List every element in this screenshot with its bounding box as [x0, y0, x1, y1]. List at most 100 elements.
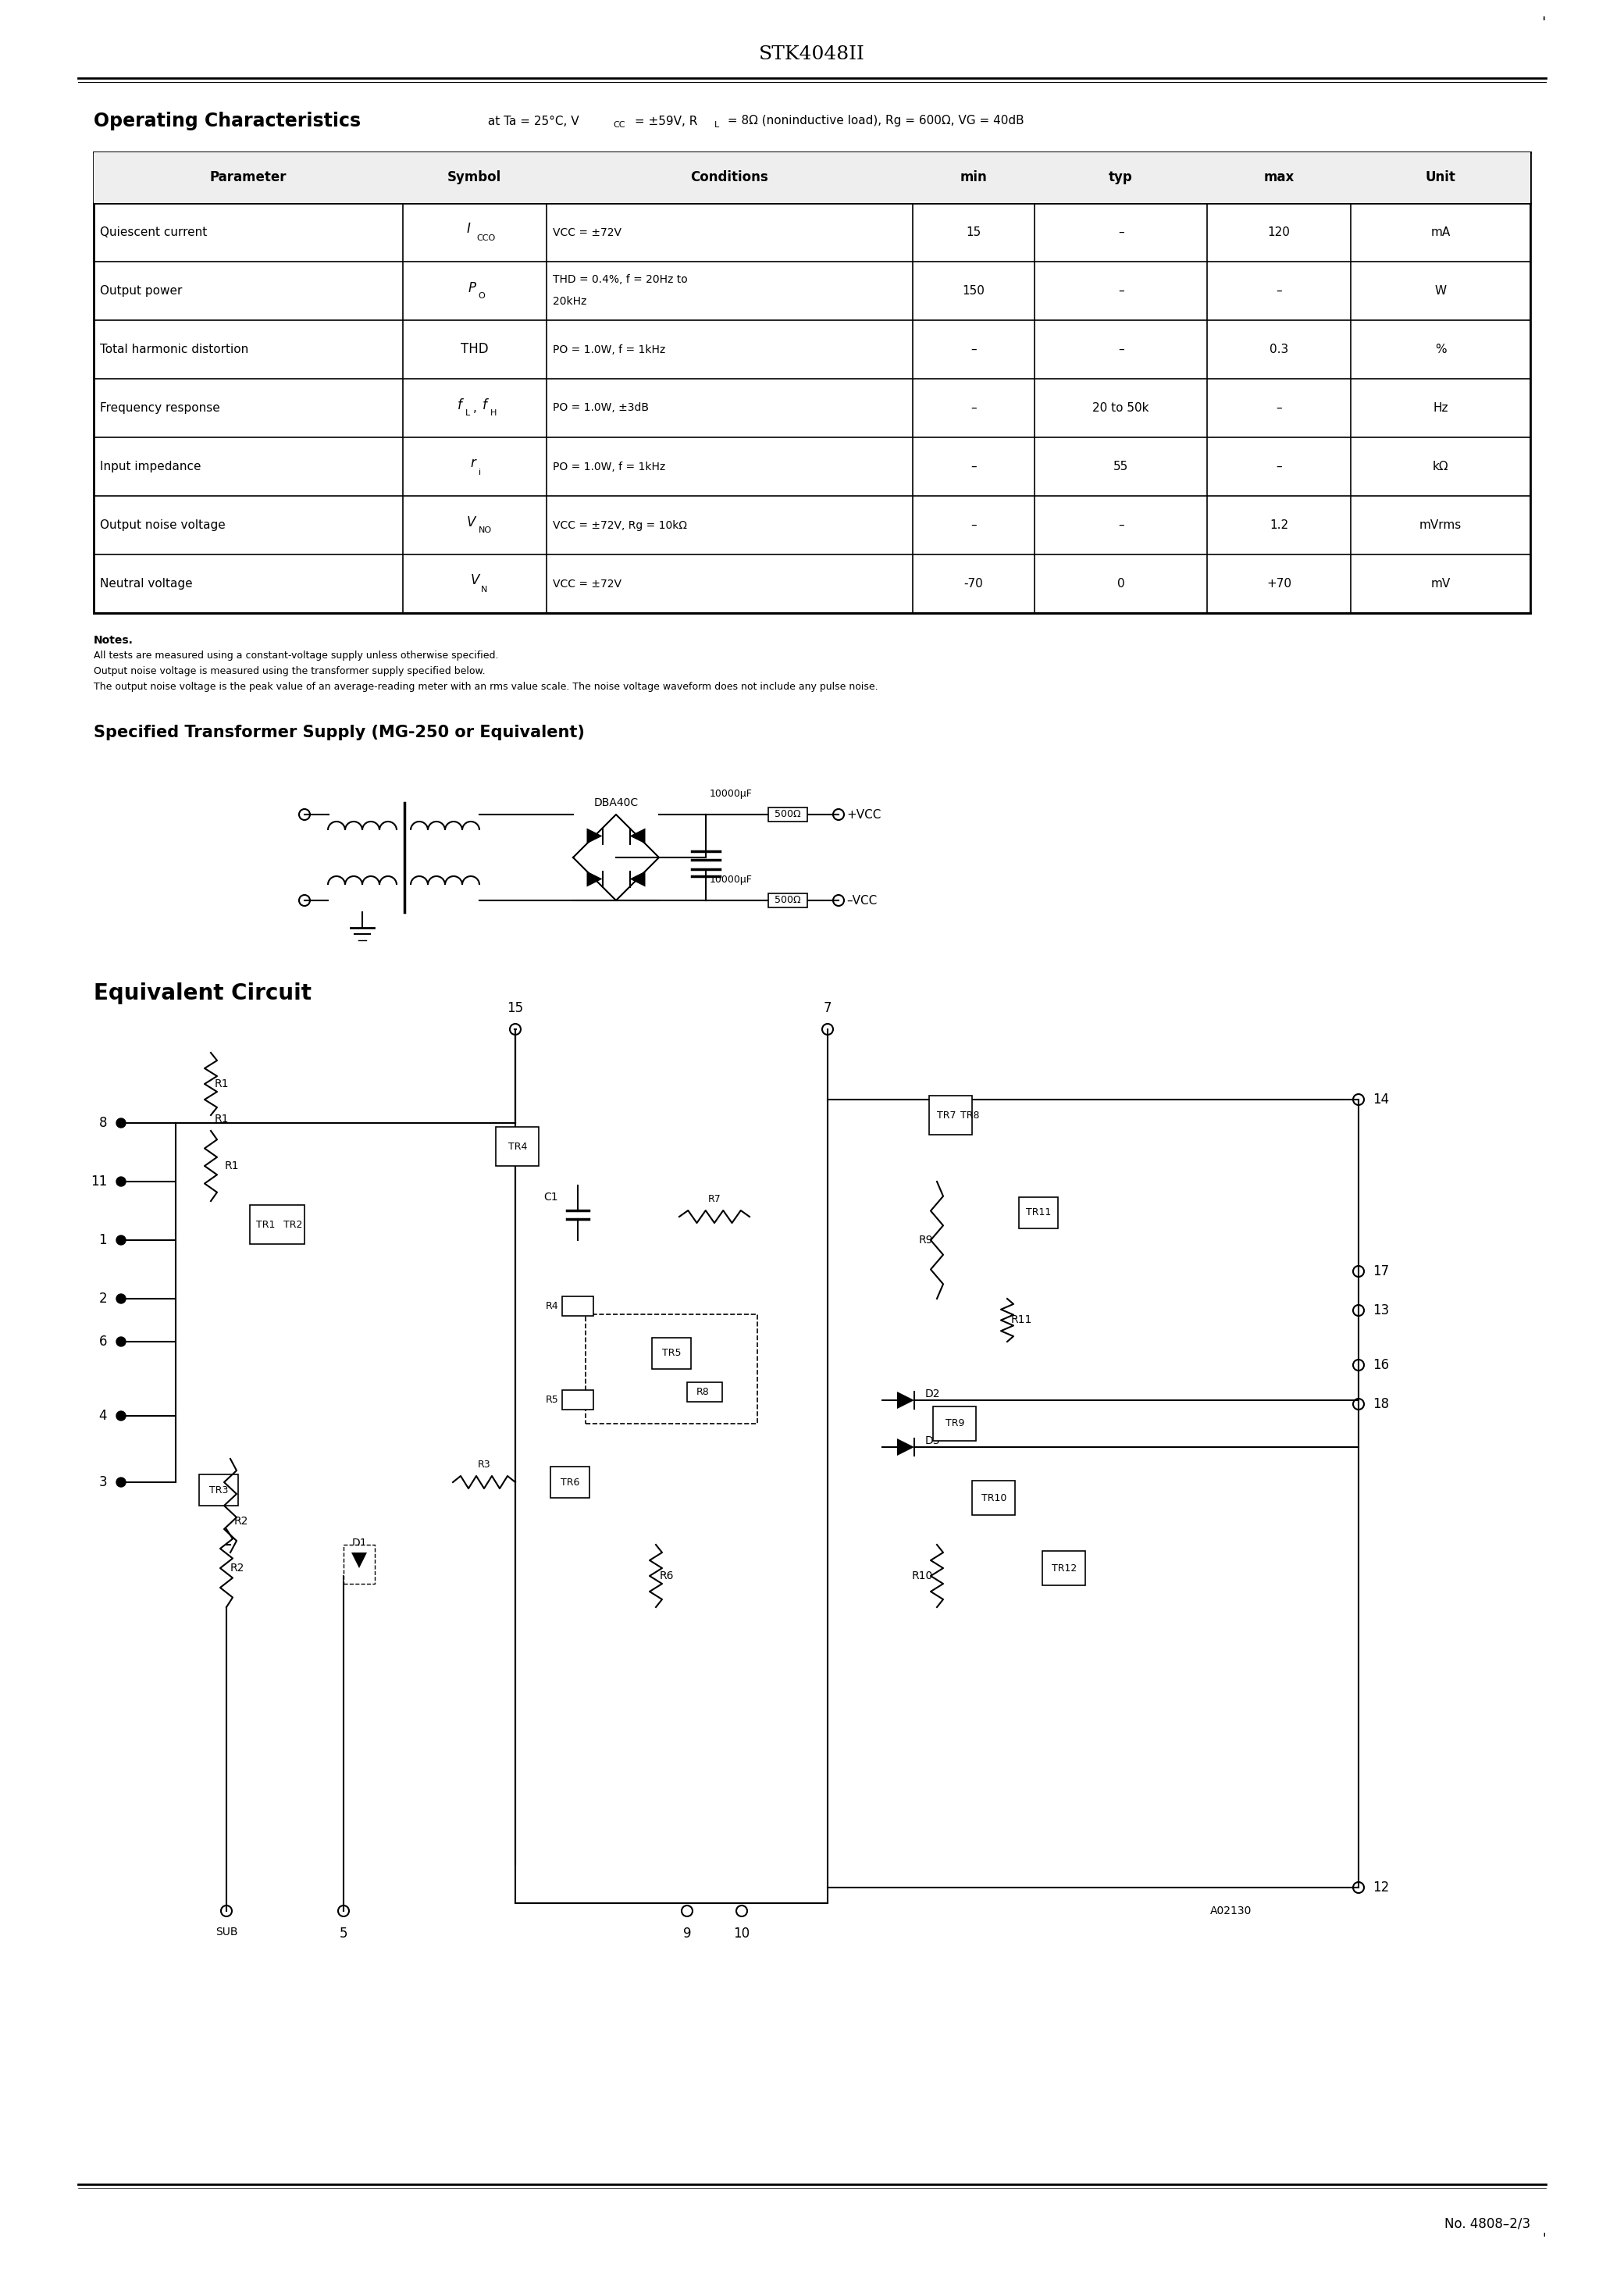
- Text: typ: typ: [1109, 171, 1134, 185]
- Text: VCC = ±72V: VCC = ±72V: [552, 228, 620, 237]
- Text: CCO: CCO: [477, 235, 495, 241]
- Text: R6: R6: [659, 1570, 674, 1581]
- Text: 9: 9: [684, 1927, 692, 1941]
- Circle shape: [117, 1337, 125, 1346]
- Text: N: N: [481, 585, 487, 592]
- Text: 14: 14: [1372, 1093, 1389, 1107]
- Bar: [495, 1128, 539, 1166]
- Text: min: min: [960, 171, 987, 185]
- Text: f: f: [458, 399, 461, 412]
- Polygon shape: [586, 870, 603, 886]
- Text: Quiescent current: Quiescent current: [101, 226, 208, 239]
- Text: 10000μF: 10000μF: [710, 788, 752, 800]
- Bar: [651, 1337, 690, 1369]
- Text: 20kHz: 20kHz: [552, 296, 586, 308]
- Text: = ±59V, R: = ±59V, R: [630, 116, 698, 128]
- Text: –: –: [1117, 519, 1124, 531]
- Text: R1: R1: [224, 1160, 239, 1171]
- Text: Output noise voltage: Output noise voltage: [101, 519, 226, 531]
- Bar: [94, 153, 1530, 613]
- Text: –: –: [1117, 285, 1124, 296]
- Text: kΩ: kΩ: [1432, 460, 1449, 472]
- Text: NO: NO: [479, 526, 492, 535]
- Text: THD: THD: [461, 342, 489, 355]
- Polygon shape: [630, 870, 645, 886]
- Bar: [687, 1383, 723, 1401]
- Text: Parameter: Parameter: [209, 171, 286, 185]
- Text: No. 4808–2/3: No. 4808–2/3: [1444, 2216, 1530, 2230]
- Text: –: –: [971, 403, 976, 415]
- Text: 20 to 50k: 20 to 50k: [1093, 403, 1150, 415]
- Bar: [1018, 1198, 1057, 1228]
- Text: A02130: A02130: [1210, 1904, 1252, 1916]
- Text: VCC = ±72V, Rg = 10kΩ: VCC = ±72V, Rg = 10kΩ: [552, 519, 687, 531]
- Circle shape: [117, 1235, 125, 1244]
- Text: Output power: Output power: [101, 285, 182, 296]
- Text: TR11: TR11: [1026, 1207, 1051, 1219]
- Text: f: f: [482, 399, 487, 412]
- Text: STK4048II: STK4048II: [758, 46, 866, 64]
- Bar: [250, 1205, 305, 1244]
- Bar: [562, 1296, 593, 1317]
- Text: R2: R2: [231, 1563, 245, 1574]
- Text: H: H: [490, 410, 497, 417]
- Bar: [1043, 1551, 1085, 1585]
- Text: VCC = ±72V: VCC = ±72V: [552, 579, 620, 590]
- Text: R1: R1: [214, 1077, 229, 1089]
- Text: Output noise voltage is measured using the transformer supply specified below.: Output noise voltage is measured using t…: [94, 665, 486, 677]
- Text: mV: mV: [1431, 579, 1450, 590]
- Text: 10000μF: 10000μF: [710, 875, 752, 884]
- Text: Symbol: Symbol: [447, 171, 502, 185]
- Text: 55: 55: [1114, 460, 1129, 472]
- Text: ,: ,: [473, 403, 481, 415]
- Text: 12: 12: [1372, 1882, 1389, 1895]
- Polygon shape: [896, 1392, 914, 1408]
- Text: R8: R8: [697, 1387, 710, 1396]
- Text: 150: 150: [963, 285, 984, 296]
- Text: D2: D2: [926, 1390, 940, 1399]
- Text: R2: R2: [234, 1515, 248, 1526]
- Text: 11: 11: [91, 1175, 107, 1189]
- Text: 18: 18: [1372, 1396, 1389, 1410]
- Text: C1: C1: [544, 1191, 559, 1203]
- Text: R3: R3: [477, 1460, 490, 1469]
- Text: +VCC: +VCC: [846, 809, 880, 820]
- Text: –: –: [971, 344, 976, 355]
- Text: 8: 8: [99, 1116, 107, 1130]
- Bar: [768, 806, 807, 822]
- Text: –: –: [1276, 403, 1281, 415]
- Text: 5: 5: [339, 1927, 348, 1941]
- Text: Operating Characteristics: Operating Characteristics: [94, 112, 361, 130]
- Text: DBA40C: DBA40C: [594, 797, 638, 809]
- Polygon shape: [630, 829, 645, 843]
- Text: PO = 1.0W, f = 1kHz: PO = 1.0W, f = 1kHz: [552, 344, 666, 355]
- Text: –: –: [1276, 460, 1281, 472]
- Text: –: –: [971, 519, 976, 531]
- Bar: [94, 153, 1530, 203]
- Text: 4: 4: [99, 1408, 107, 1424]
- Text: 17: 17: [1372, 1264, 1389, 1278]
- Text: TR9: TR9: [945, 1419, 965, 1428]
- Text: -70: -70: [965, 579, 983, 590]
- Bar: [200, 1474, 239, 1506]
- Text: mVrms: mVrms: [1419, 519, 1462, 531]
- Polygon shape: [896, 1437, 914, 1456]
- Text: V: V: [471, 574, 479, 588]
- Text: %: %: [1436, 344, 1447, 355]
- Text: 3: 3: [99, 1476, 107, 1490]
- Text: 0.3: 0.3: [1270, 344, 1288, 355]
- Text: at Ta = 25°C, V: at Ta = 25°C, V: [484, 116, 580, 128]
- Text: 2: 2: [99, 1292, 107, 1305]
- Text: Unit: Unit: [1426, 171, 1455, 185]
- Text: Frequency response: Frequency response: [101, 403, 219, 415]
- Text: R4: R4: [546, 1301, 559, 1312]
- Bar: [929, 1096, 973, 1134]
- Bar: [586, 1314, 757, 1424]
- Text: TR8: TR8: [960, 1109, 979, 1121]
- Text: 500Ω: 500Ω: [775, 895, 801, 904]
- Text: TR12: TR12: [1052, 1563, 1077, 1574]
- Text: Neutral voltage: Neutral voltage: [101, 579, 193, 590]
- Text: 6: 6: [99, 1335, 107, 1349]
- Text: r: r: [471, 456, 476, 472]
- Text: Specified Transformer Supply (MG-250 or Equivalent): Specified Transformer Supply (MG-250 or …: [94, 724, 585, 740]
